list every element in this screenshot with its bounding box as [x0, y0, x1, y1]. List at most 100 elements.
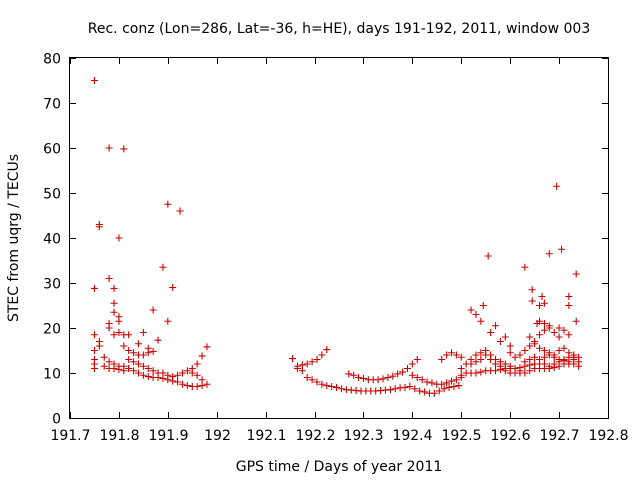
data-point — [394, 370, 402, 378]
data-point — [457, 371, 465, 379]
data-point — [545, 351, 553, 359]
data-point — [555, 347, 563, 354]
plot-frame — [69, 57, 609, 419]
data-point — [511, 353, 519, 361]
data-point — [406, 383, 414, 390]
data-point — [183, 382, 191, 390]
data-point — [389, 372, 397, 380]
data-point — [293, 365, 301, 372]
data-point — [484, 252, 492, 260]
data-point — [467, 306, 475, 314]
data-point — [100, 362, 108, 370]
data-point — [134, 360, 142, 368]
y-tick-label: 10 — [43, 367, 61, 383]
data-point — [328, 383, 336, 390]
data-point — [183, 367, 191, 375]
data-point — [558, 245, 566, 253]
data-point — [139, 371, 147, 379]
data-point — [125, 365, 133, 372]
data-point — [174, 371, 182, 379]
data-point — [164, 371, 172, 379]
data-point — [110, 284, 118, 292]
data-point — [428, 379, 436, 387]
data-point — [536, 331, 544, 339]
data-point — [134, 340, 142, 348]
data-point — [477, 356, 485, 363]
data-point — [100, 353, 108, 361]
data-point — [443, 351, 451, 359]
x-tick-label: 191.9 — [148, 428, 188, 444]
data-point — [501, 367, 509, 375]
data-point — [545, 250, 553, 258]
data-point — [303, 374, 311, 381]
data-point — [355, 374, 363, 381]
data-point — [496, 362, 504, 370]
data-point — [105, 275, 113, 282]
data-point — [313, 378, 321, 386]
data-point — [430, 389, 438, 397]
data-point — [555, 324, 563, 332]
data-point — [303, 360, 311, 368]
y-tick-label: 30 — [43, 277, 61, 293]
data-point — [545, 322, 553, 330]
data-point — [289, 355, 297, 363]
data-point — [391, 385, 399, 393]
data-point — [506, 342, 514, 350]
y-tick-label: 0 — [52, 412, 61, 428]
data-point — [450, 383, 458, 390]
data-point — [467, 360, 475, 368]
data-point — [110, 331, 118, 339]
data-point — [536, 356, 544, 363]
data-point — [130, 367, 138, 375]
data-point — [345, 370, 353, 378]
data-point — [139, 329, 147, 336]
data-point — [105, 358, 113, 366]
data-point — [545, 362, 553, 370]
data-point — [125, 347, 133, 354]
data-point — [550, 360, 558, 368]
data-point — [416, 387, 424, 395]
data-point — [411, 385, 419, 393]
x-tick-label: 192.3 — [343, 428, 383, 444]
x-tick-label: 192.7 — [539, 428, 579, 444]
data-point — [298, 367, 306, 375]
data-point — [144, 373, 152, 381]
x-tick-label: 192.2 — [295, 428, 335, 444]
data-point — [323, 382, 331, 390]
data-point — [487, 329, 495, 336]
data-point — [164, 200, 172, 208]
data-point — [313, 356, 321, 363]
x-tick-label: 191.8 — [99, 428, 139, 444]
x-tick-label: 192.8 — [588, 428, 628, 444]
data-point — [550, 353, 558, 361]
data-point — [531, 353, 539, 361]
data-point — [492, 367, 500, 375]
data-point — [90, 365, 98, 372]
data-point — [443, 379, 451, 387]
data-point — [526, 342, 534, 350]
x-tick-label: 192.6 — [490, 428, 530, 444]
data-point — [399, 368, 407, 376]
data-point — [472, 358, 480, 366]
data-point — [110, 299, 118, 307]
data-point — [193, 371, 201, 379]
y-tick-label: 70 — [43, 97, 61, 113]
data-point — [538, 293, 546, 300]
data-point — [540, 320, 548, 327]
data-point — [447, 349, 455, 357]
data-point — [531, 340, 539, 348]
data-point — [178, 380, 186, 388]
data-point — [403, 365, 411, 372]
data-point — [105, 324, 113, 332]
data-point — [193, 360, 201, 368]
x-tick-label: 192 — [204, 428, 231, 444]
data-point — [134, 369, 142, 377]
data-point — [115, 234, 123, 242]
data-point — [90, 77, 98, 84]
data-point — [472, 311, 480, 318]
data-point — [477, 349, 485, 357]
data-point — [516, 351, 524, 359]
data-point — [560, 326, 568, 334]
y-tick-label: 50 — [43, 187, 61, 203]
data-point — [384, 374, 392, 381]
